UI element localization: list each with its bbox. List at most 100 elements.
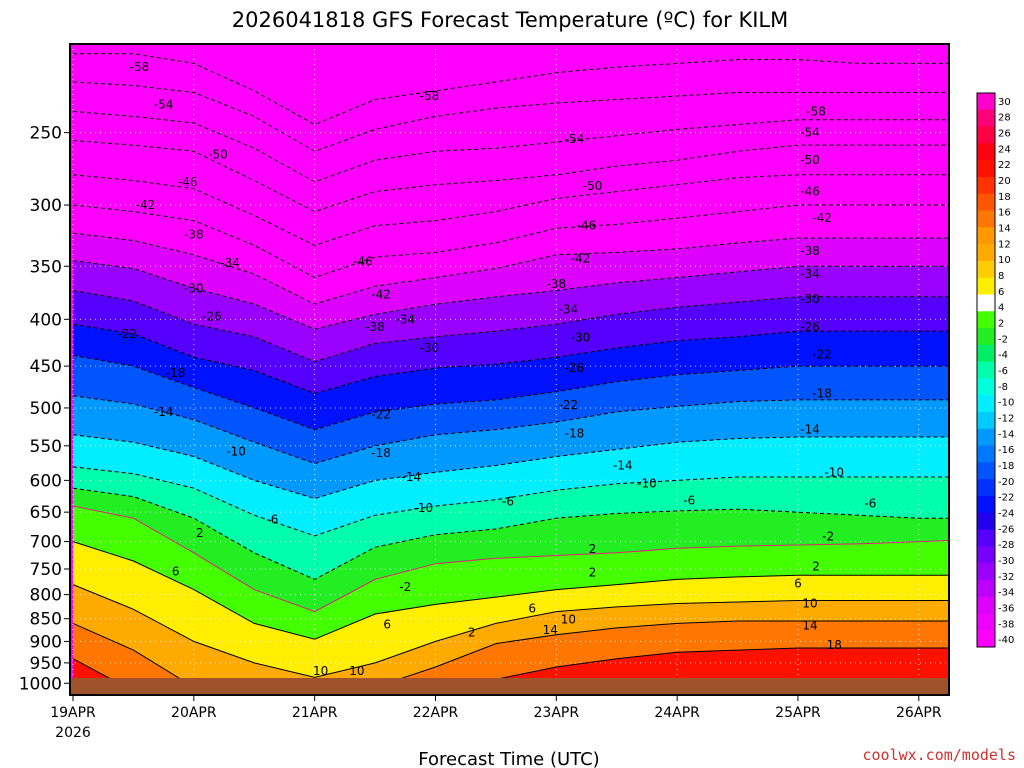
- contour-label: -6: [683, 493, 695, 507]
- colorbar-label: 4: [998, 303, 1004, 314]
- ground-strip: [70, 678, 949, 695]
- colorbar-swatch: [977, 378, 995, 396]
- colorbar-label: -18: [998, 461, 1014, 472]
- grid-lines: [70, 44, 949, 695]
- y-tick-label: 650: [30, 503, 62, 523]
- x-tick-label: 23APR: [534, 705, 580, 721]
- colorbar-label: 30: [998, 97, 1011, 108]
- isotherm--10: [72, 434, 949, 500]
- colorbar-label: -24: [998, 508, 1014, 519]
- isotherm-2: [72, 505, 949, 613]
- x-tick-label: 24APR: [654, 705, 700, 721]
- colorbar-label: -34: [998, 588, 1014, 599]
- contour-label: 6: [528, 601, 536, 615]
- colorbar-swatch: [977, 428, 995, 447]
- band--26: [73, 290, 949, 394]
- isotherm--14: [72, 395, 949, 465]
- colorbar-swatch: [977, 126, 995, 144]
- colorbar-label: 12: [998, 239, 1011, 250]
- contour-label: -42: [136, 198, 156, 212]
- contour-label: -42: [371, 288, 391, 302]
- band--14: [73, 395, 949, 499]
- band-14: [73, 621, 949, 695]
- contour-label: -6: [266, 512, 278, 526]
- colorbar-swatch: [977, 495, 995, 514]
- band--22: [73, 324, 949, 430]
- contour-label: -18: [565, 426, 585, 440]
- colorbar-swatch: [977, 277, 995, 295]
- contour-label: -14: [402, 470, 422, 484]
- contour-label: -30: [800, 292, 820, 306]
- colorbar-swatch: [977, 244, 995, 262]
- band--38: [73, 205, 949, 305]
- contour-label: -10: [414, 501, 434, 515]
- contour-label: -38: [365, 320, 385, 334]
- contour-label: -46: [800, 185, 820, 199]
- x-tick-label: 26APR: [896, 705, 942, 721]
- contour-label: 6: [383, 617, 391, 631]
- colorbar-label: 8: [998, 271, 1004, 282]
- colorbar-swatch: [977, 328, 995, 346]
- isotherm--58: [73, 53, 949, 126]
- colorbar-swatch: [977, 529, 995, 547]
- colorbar-swatch: [977, 613, 995, 631]
- contour-label: -22: [118, 327, 138, 341]
- colorbar-label: 26: [998, 129, 1011, 140]
- isotherm-6: [72, 541, 949, 640]
- contour-label: 6: [794, 577, 802, 591]
- contour-label: -30: [571, 331, 591, 345]
- y-tick-label: 450: [30, 357, 62, 377]
- y-axis: 2503003504004505005506006507007508008509…: [19, 124, 70, 694]
- contour-label: -34: [559, 302, 579, 316]
- colorbar-label: 14: [998, 224, 1011, 235]
- contour-label: -50: [208, 147, 228, 161]
- contour-label: -34: [220, 256, 240, 270]
- contour-label: -10: [637, 477, 657, 491]
- colorbar-swatch: [977, 294, 995, 312]
- contour-label: 2: [196, 526, 204, 540]
- colorbar-frame: [976, 92, 996, 648]
- colorbar-swatch: [977, 193, 995, 212]
- isotherm-lines: [72, 53, 949, 695]
- contour-label: -6: [864, 497, 876, 511]
- colorbar-label: -6: [998, 366, 1008, 377]
- colorbar-label: -4: [998, 350, 1008, 361]
- colorbar-swatch: [977, 395, 995, 413]
- contour-label: -34: [395, 312, 415, 326]
- colorbar-label: 20: [998, 176, 1011, 187]
- isotherm--2: [72, 487, 949, 580]
- y-tick-label: 400: [30, 310, 62, 330]
- x-tick-year: 2026: [55, 725, 91, 741]
- colorbar-swatch: [977, 462, 995, 480]
- colorbar-label: -22: [998, 493, 1014, 504]
- contour-label: -30: [420, 341, 440, 355]
- x-axis: 19APR 20APR 21APR 22APR 23APR 24APR 25APR 26APR…: [50, 695, 942, 741]
- colorbar-label: 22: [998, 160, 1011, 171]
- colorbar-swatch: [977, 361, 995, 379]
- colorbar-label: 24: [998, 144, 1011, 155]
- isotherm--50: [72, 110, 949, 183]
- colorbar-label: 10: [998, 255, 1011, 266]
- y-tick-label: 800: [30, 586, 62, 606]
- isotherm--18: [72, 354, 949, 431]
- colorbar-label: 28: [998, 113, 1011, 124]
- colorbar-swatch: [977, 630, 995, 648]
- contour-label: -22: [559, 398, 579, 412]
- credit-text: coolwx.com/models: [862, 746, 1016, 764]
- contour-label: -26: [565, 361, 585, 375]
- x-tick-label: 21APR: [292, 705, 338, 721]
- contour-label: -10: [226, 445, 246, 459]
- isotherm--34: [72, 232, 949, 305]
- band-10: [73, 584, 949, 694]
- colorbar-label: 6: [998, 287, 1004, 298]
- colorbar-label: -12: [998, 413, 1014, 424]
- contour-label: -26: [202, 309, 222, 323]
- y-tick-label: 300: [30, 196, 62, 216]
- contour-label: 10: [313, 664, 328, 678]
- band-6: [73, 541, 949, 678]
- band--42: [73, 174, 949, 278]
- contour-label: -38: [184, 227, 204, 241]
- colorbar-label: -40: [998, 635, 1014, 646]
- contour-label: -50: [583, 179, 603, 193]
- contour-label: -10: [824, 465, 844, 479]
